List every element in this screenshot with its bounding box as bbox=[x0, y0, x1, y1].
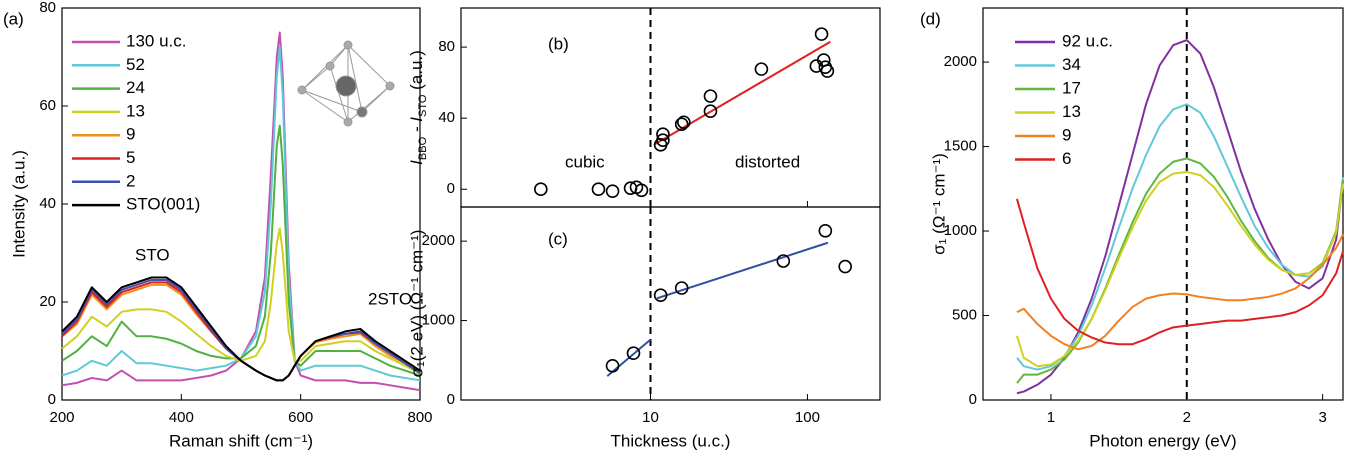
legend-label: 9 bbox=[1062, 125, 1071, 144]
panel-label: (d) bbox=[920, 9, 941, 28]
x-tick-label: 3 bbox=[1318, 409, 1326, 426]
annotation: STO bbox=[135, 245, 170, 264]
data-point bbox=[534, 182, 548, 197]
data-point bbox=[656, 133, 670, 147]
plot-frame bbox=[982, 7, 1344, 401]
legend-label: 130 u.c. bbox=[126, 31, 187, 50]
data-point bbox=[605, 184, 620, 198]
legend-label: 92 u.c. bbox=[1062, 31, 1113, 50]
y-tick-label: 20 bbox=[39, 293, 56, 310]
series-line bbox=[61, 276, 421, 382]
label-subscript: BBO bbox=[417, 136, 429, 160]
y-tick-label: 2000 bbox=[944, 53, 977, 70]
y-tick-label: 1000 bbox=[422, 312, 455, 329]
y-tick-label: 40 bbox=[438, 109, 455, 126]
x-axis-label: Raman shift (cm⁻¹) bbox=[169, 431, 313, 450]
series-line bbox=[61, 46, 421, 382]
label-part: - I bbox=[407, 117, 426, 137]
y-tick-label: 0 bbox=[969, 391, 977, 408]
data-point bbox=[838, 259, 852, 274]
annotation: distorted bbox=[735, 152, 800, 171]
x-tick-label: 400 bbox=[169, 409, 194, 426]
x-tick-label: 10 bbox=[642, 409, 659, 426]
x-axis-label: Thickness (u.c.) bbox=[611, 431, 731, 450]
data-point bbox=[703, 89, 718, 103]
y-axis-label: σ₁ (Ω⁻¹ cm⁻¹) bbox=[929, 153, 948, 255]
data-point bbox=[818, 224, 833, 238]
panel-label: (a) bbox=[3, 9, 24, 28]
y-tick-label: 60 bbox=[39, 97, 56, 114]
octahedron-inset bbox=[297, 40, 395, 127]
x-tick-label: 800 bbox=[407, 409, 432, 426]
fit-line bbox=[656, 241, 829, 300]
legend-label: 34 bbox=[1062, 55, 1081, 74]
x-tick-label: 600 bbox=[288, 409, 313, 426]
x-tick-label: 100 bbox=[795, 409, 820, 426]
y-axis-label: IBBO - ISTO (a.u.) bbox=[407, 50, 428, 165]
legend-label: 13 bbox=[126, 101, 145, 120]
data-point bbox=[820, 64, 835, 78]
data-point bbox=[677, 115, 691, 130]
series-line bbox=[1016, 157, 1344, 384]
legend-label: 5 bbox=[126, 148, 135, 167]
data-point bbox=[674, 281, 689, 295]
annotation: 2STO bbox=[368, 289, 412, 308]
data-point bbox=[814, 27, 829, 41]
label-part: (a.u.) bbox=[407, 50, 426, 94]
label-part: I bbox=[407, 160, 426, 165]
x-tick-label: 1 bbox=[1047, 409, 1055, 426]
data-point bbox=[653, 288, 668, 302]
panel-label: (c) bbox=[548, 229, 568, 248]
x-axis-label: Photon energy (eV) bbox=[1089, 431, 1236, 450]
legend-label: 52 bbox=[126, 55, 145, 74]
legend-label: 9 bbox=[126, 125, 135, 144]
series-line bbox=[1016, 233, 1344, 351]
series-line bbox=[61, 31, 421, 392]
data-point bbox=[776, 254, 791, 268]
annotation: cubic bbox=[565, 152, 605, 171]
y-tick-label: 80 bbox=[438, 38, 455, 55]
series-line bbox=[61, 227, 421, 374]
y-tick-label: 1500 bbox=[944, 138, 977, 155]
y-tick-label: 500 bbox=[952, 306, 977, 323]
y-tick-label: 0 bbox=[447, 391, 455, 408]
y-tick-label: 40 bbox=[39, 195, 56, 212]
data-point bbox=[703, 104, 718, 119]
x-tick-label: 2 bbox=[1183, 409, 1191, 426]
y-tick-label: 2000 bbox=[422, 232, 455, 249]
plot-frame bbox=[460, 206, 881, 401]
label-subscript: STO bbox=[417, 94, 429, 117]
data-point bbox=[605, 359, 620, 373]
x-tick-label: 200 bbox=[49, 409, 74, 426]
data-point bbox=[656, 127, 670, 141]
data-point bbox=[591, 182, 606, 197]
y-axis-label: Intensity (a.u.) bbox=[9, 150, 28, 258]
y-tick-label: 1000 bbox=[944, 222, 977, 239]
legend-label: 17 bbox=[1062, 78, 1081, 97]
y-tick-label: 80 bbox=[39, 0, 56, 16]
y-axis-label: σ₁(2 eV) (Ω⁻¹ cm⁻¹) bbox=[407, 230, 426, 378]
legend-label: 13 bbox=[1062, 102, 1081, 121]
panel-label: (b) bbox=[548, 34, 569, 53]
legend-label: 6 bbox=[1062, 149, 1071, 168]
y-tick-label: 0 bbox=[447, 180, 455, 197]
data-point bbox=[634, 183, 649, 198]
data-point bbox=[754, 62, 769, 76]
data-point bbox=[626, 346, 641, 360]
series-line bbox=[1015, 198, 1344, 346]
legend-label: 24 bbox=[126, 78, 145, 97]
series-line bbox=[1016, 170, 1344, 368]
legend-label: STO(001) bbox=[126, 195, 200, 214]
legend-label: 2 bbox=[126, 171, 135, 190]
y-tick-label: 0 bbox=[48, 391, 56, 408]
data-point bbox=[674, 117, 689, 132]
series-line bbox=[61, 124, 421, 377]
